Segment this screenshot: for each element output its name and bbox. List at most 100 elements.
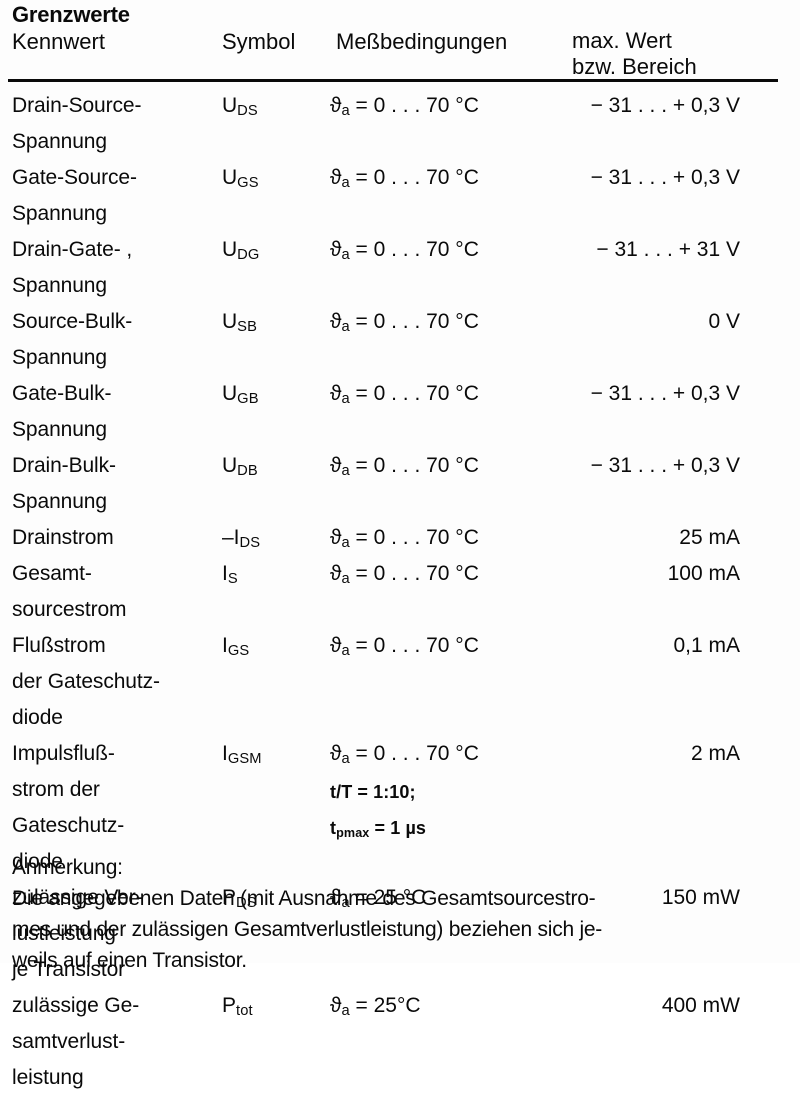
- table-row: Impulsfluß-strom der Gateschutz-diode IGSM…: [0, 736, 800, 880]
- row-value: − 31 . . . + 31 V: [596, 238, 740, 261]
- row-parameter: Drain-Gate- , Spannung: [12, 232, 217, 304]
- row-value: − 31 . . . + 0,3 V: [590, 166, 740, 189]
- column-header-value-line1: max. Wert: [572, 28, 672, 53]
- row-parameter-line: Flußstrom: [12, 634, 106, 657]
- table-row: Drain-Bulk- Spannung UDB ϑa = 0 . . . 70 °C…: [0, 448, 800, 520]
- row-condition-line: ϑa = 0 . . . 70 °C: [330, 94, 479, 119]
- row-conditions: ϑa = 0 . . . 70 °C: [330, 376, 570, 414]
- row-symbol: IS: [222, 562, 238, 587]
- row-parameter-line: Spannung: [12, 202, 107, 225]
- row-parameter: Gate-Bulk- Spannung: [12, 376, 217, 448]
- column-header-parameter: Kennwert: [12, 29, 105, 54]
- table-row: Drainstrom –IDS ϑa = 0 . . . 70 °C 25 mA: [0, 520, 800, 556]
- row-condition-line: ϑa = 0 . . . 70 °C: [330, 166, 479, 191]
- row-parameter-line: Drain-Gate- ,: [12, 238, 133, 261]
- row-value: 25 mA: [679, 526, 740, 549]
- note-line: Die angegebenen Daten (mit Ausnahme des …: [12, 887, 596, 910]
- table-row: Gate-Bulk- Spannung UGB ϑa = 0 . . . 70 °C −…: [0, 376, 800, 448]
- row-conditions: ϑa = 25 °C: [330, 880, 570, 918]
- row-symbol: UDG: [222, 238, 260, 263]
- column-header-value-line2: bzw. Bereich: [572, 54, 697, 79]
- row-symbol: –IDS: [222, 526, 261, 551]
- row-parameter-line: samtverlust-: [12, 1030, 126, 1053]
- table-row: Source-Bulk- Spannung USB ϑa = 0 . . . 70 °…: [0, 304, 800, 376]
- row-conditions: ϑa = 0 . . . 70 °C: [330, 160, 570, 198]
- row-conditions: ϑa = 0 . . . 70 °C: [330, 88, 570, 126]
- row-symbol: UDS: [222, 94, 258, 119]
- row-parameter: Impulsfluß-strom der Gateschutz-diode: [12, 736, 217, 880]
- row-parameter-line: Spannung: [12, 490, 107, 513]
- row-parameter-line: zulässige Ge-: [12, 994, 140, 1017]
- row-value: 150 mW: [661, 886, 740, 909]
- table-row: Flußstrom der Gateschutz-diode IGS ϑa = 0 .…: [0, 628, 800, 736]
- row-parameter: Drain-Bulk- Spannung: [12, 448, 217, 520]
- row-symbol: IGSM: [222, 742, 262, 767]
- row-symbol: USB: [222, 310, 257, 335]
- row-conditions: ϑa = 0 . . . 70 °C: [330, 628, 570, 666]
- row-parameter-line: Spannung: [12, 418, 107, 441]
- row-value: − 31 . . . + 0,3 V: [590, 94, 740, 117]
- row-conditions: ϑa = 0 . . . 70 °C: [330, 520, 570, 558]
- row-parameter-line: Spannung: [12, 130, 107, 153]
- row-condition-line: ϑa = 0 . . . 70 °C: [330, 454, 479, 479]
- row-conditions: ϑa = 0 . . . 70 °C: [330, 304, 570, 342]
- row-parameter-line: Drain-Source-: [12, 94, 142, 117]
- row-condition-line: ϑa = 0 . . . 70 °C: [330, 382, 479, 407]
- row-parameter: zulässige Ge-samtverlust-leistung: [12, 988, 217, 1096]
- row-value: 100 mA: [667, 562, 740, 585]
- column-header-symbol: Symbol: [222, 29, 296, 54]
- table-row: Drain-Source- Spannung UDS ϑa = 0 . . . 70 …: [0, 88, 800, 160]
- row-parameter-line: Drain-Bulk-: [12, 454, 116, 477]
- header-divider: [8, 79, 778, 82]
- row-condition-line: t/T = 1:10;: [330, 782, 416, 802]
- row-symbol: UGS: [222, 166, 259, 191]
- note-line: mes und der zulässigen Gesamtverlustleis…: [12, 918, 603, 941]
- row-parameter: Flußstrom der Gateschutz-diode: [12, 628, 217, 736]
- row-value: − 31 . . . + 0,3 V: [590, 382, 740, 405]
- row-parameter-line: Gateschutz-: [12, 814, 125, 837]
- row-value: 0,1 mA: [673, 634, 740, 657]
- table-row: Gate-Source- Spannung UGS ϑa = 0 . . . 70 °…: [0, 160, 800, 232]
- row-condition-line: ϑa = 0 . . . 70 °C: [330, 310, 479, 335]
- row-value: 2 mA: [690, 742, 740, 765]
- row-parameter-line: Gesamt-: [12, 562, 92, 585]
- row-value: 0 V: [708, 310, 740, 333]
- row-symbol: Ptot: [222, 994, 253, 1019]
- row-parameter: Drain-Source- Spannung: [12, 88, 217, 160]
- row-symbol: UGB: [222, 382, 259, 407]
- row-condition-line: ϑa = 0 . . . 70 °C: [330, 634, 479, 659]
- row-parameter-line: Spannung: [12, 274, 107, 297]
- row-condition-line: ϑa = 25 °C: [330, 886, 427, 911]
- row-conditions: ϑa = 0 . . . 70 °C: [330, 556, 570, 594]
- row-parameter-line: zulässige Ver-: [12, 886, 143, 909]
- row-value: 400 mW: [661, 994, 740, 1017]
- row-condition-line: ϑa = 0 . . . 70 °C: [330, 562, 479, 587]
- note-block: Anmerkung: Die angegebenen Daten (mit Au…: [12, 852, 792, 976]
- row-parameter-line: Impulsfluß-: [12, 742, 115, 765]
- row-parameter-line: Drainstrom: [12, 526, 114, 549]
- row-symbol: IGS: [222, 634, 250, 659]
- row-conditions: ϑa = 0 . . . 70 °C: [330, 232, 570, 270]
- row-parameter-line: Source-Bulk-: [12, 310, 133, 333]
- row-conditions: ϑa = 0 . . . 70 °C: [330, 448, 570, 486]
- row-condition-line: ϑa = 0 . . . 70 °C: [330, 238, 479, 263]
- column-header-value: max. Wert bzw. Bereich: [572, 28, 697, 80]
- row-condition-line: ϑa = 0 . . . 70 °C: [330, 526, 479, 551]
- note-line: weils auf einen Transistor.: [12, 949, 247, 972]
- row-parameter: Drainstrom: [12, 520, 217, 556]
- table-header: Kennwert Symbol Meßbedingungen max. Wert…: [0, 28, 800, 80]
- table-row: Gesamt-sourcestrom IS ϑa = 0 . . . 70 °C 10…: [0, 556, 800, 628]
- row-parameter-line: sourcestrom: [12, 598, 127, 621]
- row-parameter-line: lustleistung: [12, 922, 116, 945]
- table-row: zulässige Ge-samtverlust-leistung Ptot ϑa …: [0, 988, 800, 1096]
- row-parameter-line: diode: [12, 850, 63, 873]
- row-parameter: Gate-Source- Spannung: [12, 160, 217, 232]
- row-parameter-line: der Gateschutz-: [12, 670, 160, 693]
- note-heading: Anmerkung:: [12, 856, 123, 879]
- row-parameter-line: Gate-Source-: [12, 166, 137, 189]
- row-parameter-line: Spannung: [12, 346, 107, 369]
- row-value: − 31 . . . + 0,3 V: [590, 454, 740, 477]
- row-condition-line: ϑa = 0 . . . 70 °C: [330, 742, 479, 767]
- table-row: Drain-Gate- , Spannung UDG ϑa = 0 . . . 70 …: [0, 232, 800, 304]
